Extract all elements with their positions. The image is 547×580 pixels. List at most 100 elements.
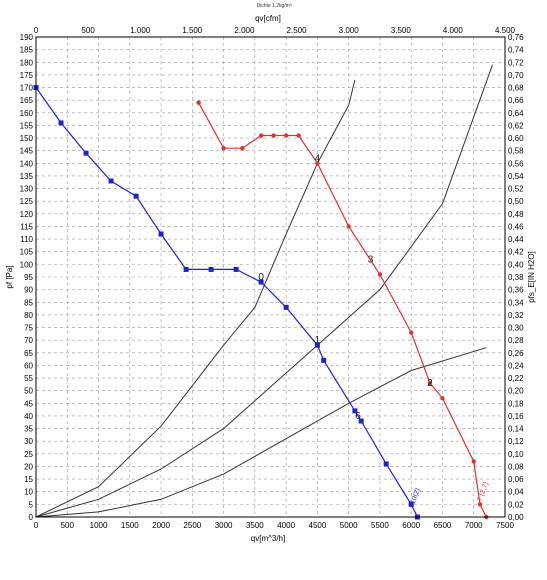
y-left-tick-label: 150 [20,134,34,143]
y-right-tick-label: 0,20 [508,387,524,396]
system-curve-line [35,64,493,518]
grid [36,37,505,517]
y-right-tick-label: 0,46 [508,222,524,231]
x-bottom-tick-label: 1500 [121,521,139,530]
y-left-tick-label: 35 [24,425,33,434]
y-left-tick-label: 85 [24,298,33,307]
y-right-tick-label: 0,12 [508,437,524,446]
y-left-tick-label: 190 [20,33,34,42]
y-right-tick-label: 0,66 [508,96,524,105]
y-right-tick-label: 0,44 [508,235,524,244]
operating-point-label: 0 [258,272,264,283]
y-left-tick-label: 65 [24,349,33,358]
series-point [440,396,445,401]
y-right-tick-label: 0,06 [508,475,524,484]
series-point [377,272,383,277]
x-bottom-tick-label: 7000 [465,521,483,530]
y-right-tick-label: 0,56 [508,159,524,168]
y-right-tick-label: 0,62 [508,121,524,130]
y-axis-left-title: pf [Pa] [5,265,14,288]
y-right-tick-label: 0,38 [508,273,524,282]
x-bottom-tick-label: 6000 [402,521,420,530]
y-right-tick-label: 0,30 [508,324,524,333]
operating-point-label: 1 [315,335,321,346]
series-point [477,502,483,507]
y-right-tick-label: 0,34 [508,298,524,307]
series-point [158,231,164,237]
series-point [409,330,414,335]
y-left-tick-label: 125 [20,197,34,206]
series-point [296,133,301,138]
series-line [35,87,419,518]
y-left-tick-label: 10 [24,488,33,497]
series-point [233,266,239,272]
operating-point-label: 3 [368,254,374,265]
y-left-tick-label: 30 [24,437,33,446]
x-bottom-tick-label: 4500 [309,521,327,530]
series-point [108,178,114,184]
y-right-tick-label: 0,42 [508,248,524,257]
y-left-tick-label: 70 [24,336,33,345]
series-point [258,133,264,138]
x-top-tick-label: 500 [81,26,95,35]
series-point [321,357,327,363]
system-curves [35,64,493,518]
x-bottom-tick-label: 4000 [277,521,295,530]
x-bottom-tick-label: 0 [34,521,39,530]
y-left-tick-label: 180 [20,58,34,67]
x-axis-bottom-title: qv[m^3/h] [251,534,285,543]
x-top-tick-label: 4.000 [443,26,464,35]
y-left-tick-label: 15 [24,475,33,484]
y-right-tick-label: 0,10 [508,450,524,459]
series-group [33,85,489,520]
series-line [198,102,487,518]
y-left-tick-label: 60 [24,361,33,370]
plot-frame [35,36,506,518]
x-bottom-tick-label: 500 [61,521,75,530]
series-point [183,266,189,272]
y-right-tick-label: 0,08 [508,462,524,471]
x-bottom-tick-label: 5500 [371,521,389,530]
x-bottom-tick-label: 3500 [246,521,264,530]
series-point [383,461,389,467]
x-top-tick-label: 1.500 [182,26,203,35]
x-top-tick-label: 4.500 [495,26,516,35]
y-right-tick-label: 0,24 [508,361,524,370]
y-left-tick-label: 165 [20,96,34,105]
y-left-tick-label: 75 [24,324,33,333]
y-left-tick-label: 110 [20,235,33,244]
x-bottom-tick-label: 1000 [90,521,108,530]
x-bottom-tick-label: 3000 [215,521,233,530]
series-point [258,279,264,285]
y-right-tick-label: 0,64 [508,109,524,118]
y-right-tick-label: 0,02 [508,500,524,509]
y-left-tick-label: 55 [24,374,33,383]
series-point [133,193,139,199]
y-axis-right-title: pfs_E[IN H2O] [527,251,536,303]
series-point [408,501,414,507]
y-left-tick-label: 135 [20,172,34,181]
y-left-tick-label: 25 [24,450,33,459]
y-right-tick-label: 0,72 [508,58,524,67]
y-right-tick-label: 0,04 [508,488,524,497]
y-left-tick-label: 5 [29,500,34,509]
x-bottom-tick-label: 2000 [152,521,170,530]
series-point [471,459,476,464]
y-left-tick-label: 155 [20,121,34,130]
y-right-tick-label: 0,40 [508,260,524,269]
x-bottom-tick-label: 6500 [434,521,452,530]
y-right-tick-label: 0,00 [508,513,524,522]
y-left-tick-label: 170 [20,84,34,93]
system-curve-line [35,347,487,518]
x-bottom-tick-label: 7500 [496,521,514,530]
y-left-tick-label: 20 [24,462,33,471]
y-right-tick-label: 0,60 [508,134,524,143]
y-right-tick-label: 0,54 [508,172,524,181]
x-top-tick-label: 3.500 [391,26,412,35]
y-left-tick-label: 105 [20,248,34,257]
y-left-tick-label: 45 [24,399,33,408]
system-curve-line [35,79,356,518]
y-right-tick-label: 0,22 [508,374,524,383]
y-right-tick-label: 0,52 [508,185,524,194]
